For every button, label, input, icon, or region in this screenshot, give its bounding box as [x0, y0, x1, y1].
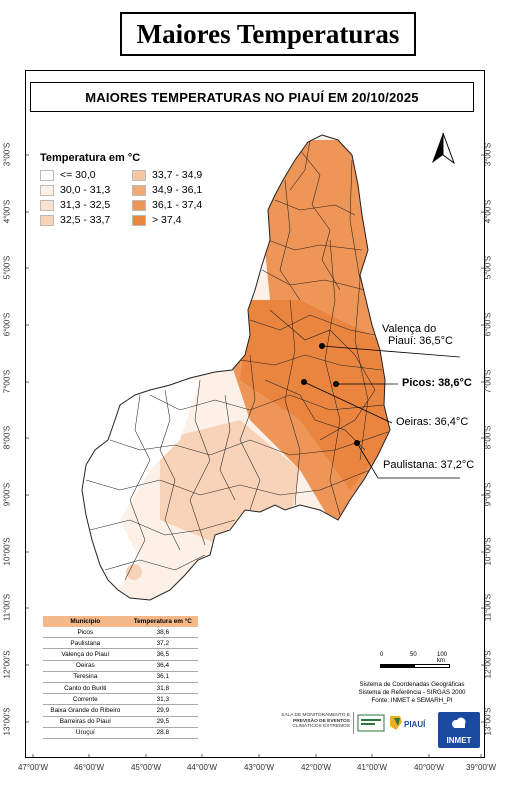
scale-label-50: 50	[410, 652, 417, 658]
legend-item: > 37,4	[132, 214, 242, 226]
piaui-logo: PIAUÍ	[388, 712, 434, 734]
legend-label: 36,1 - 37,4	[152, 199, 203, 211]
sala-line-3: CLIMÁTICOS EXTREMOS	[292, 724, 350, 730]
longitude-label: 44°00'W	[186, 763, 218, 772]
credit-line-1: Sistema de Coordenadas Geográficas	[359, 681, 465, 688]
legend-label: <= 30,0	[60, 169, 96, 181]
north-arrow-icon	[432, 132, 456, 165]
legend-swatch	[40, 184, 54, 196]
longitude-label: 47°00'W	[17, 763, 49, 772]
map-credits: Sistema de Coordenadas Geográficas Siste…	[342, 681, 482, 705]
table-row: Baixa Grande do Ribeiro 29,9	[43, 704, 198, 717]
callout-valenca-line2: Piauí: 36,5°C	[388, 335, 453, 347]
legend-swatch	[40, 169, 54, 181]
scale-label-100: 100 km	[437, 652, 448, 664]
longitude-label: 42°00'W	[300, 763, 332, 772]
table-cell-municipio: Paulistana	[43, 637, 128, 650]
legend-swatch	[132, 184, 146, 196]
inmet-logo-text: INMET	[446, 736, 472, 745]
table-row: Barreiras do Piauí 29,5	[43, 716, 198, 728]
table-cell-municipio: Uruçuí	[43, 727, 128, 739]
inmet-logo: INMET	[438, 712, 480, 748]
legend-item: <= 30,0	[40, 169, 132, 181]
table-row: Valença do Piauí 36,5	[43, 648, 198, 661]
legend-label: 30,0 - 31,3	[60, 184, 111, 196]
table-cell-municipio: Valença do Piauí	[43, 648, 128, 661]
logo-separator	[353, 712, 354, 734]
cloud-icon	[452, 717, 466, 728]
table-header-temperatura: Temperatura em °C	[127, 616, 198, 627]
callout-valenca: Valença do Piauí: 36,5°C	[382, 323, 453, 347]
table-cell-temperatura: 31,3	[127, 693, 198, 706]
table-cell-temperatura: 36,1	[127, 671, 198, 683]
table-cell-temperatura: 29,9	[127, 704, 198, 717]
legend-item: 36,1 - 37,4	[132, 199, 242, 211]
table-cell-municipio: Teresina	[43, 671, 128, 683]
table-cell-temperatura: 37,2	[127, 637, 198, 650]
legend-item: 31,3 - 32,5	[40, 199, 132, 211]
credit-line-3: Fonte: INMET e SEMARH_PI	[371, 697, 453, 704]
credit-line-2: Sistema de Referência - SIRGAS 2000	[358, 689, 466, 696]
table-cell-municipio: Corrente	[43, 693, 128, 706]
table-cell-temperatura: 31,8	[127, 682, 198, 695]
sala-line-2: PREVISÃO DE EVENTOS	[293, 718, 350, 724]
longitude-label: 46°00'W	[73, 763, 105, 772]
piaui-logo-text: PIAUÍ	[404, 720, 426, 729]
legend-swatch	[40, 199, 54, 211]
table-cell-temperatura: 36,5	[127, 648, 198, 661]
longitude-label: 41°00'W	[356, 763, 388, 772]
longitude-label: 39°00'W	[465, 763, 497, 772]
scale-label-0: 0	[380, 652, 384, 658]
legend-label: > 37,4	[152, 214, 182, 226]
temperature-table: Município Temperatura em °C Picos 38,6 Pau…	[43, 616, 198, 739]
table-cell-temperatura: 29,5	[127, 716, 198, 728]
table-row: Uruçuí 28,8	[43, 727, 198, 739]
callout-oeiras: Oeiras: 36,4°C	[396, 416, 469, 428]
table-cell-temperatura: 28,8	[127, 727, 198, 739]
legend-label: 32,5 - 33,7	[60, 214, 111, 226]
table-row: Oeiras 36,4	[43, 660, 198, 672]
legend-item: 32,5 - 33,7	[40, 214, 132, 226]
legend-swatch	[132, 169, 146, 181]
piaui-flag-icon	[390, 716, 402, 730]
government-seal-icon	[357, 714, 385, 732]
table-header-municipio: Município	[43, 616, 128, 627]
table-row: Paulistana 37,2	[43, 637, 198, 650]
map-title: MAIORES TEMPERATURAS NO PIAUÍ EM 20/10/2…	[30, 82, 474, 112]
table-cell-municipio: Canto do Buriti	[43, 682, 128, 695]
legend-item: 34,9 - 36,1	[132, 184, 242, 196]
legend-title: Temperatura em °C	[40, 152, 141, 164]
legend-label: 33,7 - 34,9	[152, 169, 203, 181]
legend: Temperatura em °C <= 30,0 33,7 - 34,9 30,0…	[40, 152, 242, 226]
callout-paulistana: Paulistana: 37,2°C	[383, 459, 475, 471]
table-row: Corrente 31,3	[43, 693, 198, 706]
legend-item: 33,7 - 34,9	[132, 169, 242, 181]
callout-picos: Picos: 38,6°C	[402, 377, 472, 389]
table-cell-temperatura: 36,4	[127, 660, 198, 672]
legend-label: 31,3 - 32,5	[60, 199, 111, 211]
callout-valenca-line1: Valença do	[382, 323, 437, 335]
table-row: Picos 38,6	[43, 627, 198, 639]
legend-item: 30,0 - 31,3	[40, 184, 132, 196]
longitude-label: 45°00'W	[130, 763, 162, 772]
sala-line-1: SALA DE MONITORAMENTO E	[281, 713, 350, 718]
page-title: Maiores Temperaturas	[120, 12, 416, 56]
sala-monitoramento-logo: SALA DE MONITORAMENTO E PREVISÃO DE EVEN…	[272, 713, 350, 730]
table-cell-temperatura: 38,6	[127, 627, 198, 639]
legend-swatch	[132, 214, 146, 226]
map-frame	[25, 70, 485, 758]
table-row: Canto do Buriti 31,8	[43, 682, 198, 695]
table-cell-municipio: Picos	[43, 627, 128, 639]
table-row: Teresina 36,1	[43, 671, 198, 683]
legend-swatch	[132, 199, 146, 211]
table-cell-municipio: Barreiras do Piauí	[43, 716, 128, 728]
longitude-label: 40°00'W	[413, 763, 445, 772]
longitude-label: 43°00'W	[243, 763, 275, 772]
table-cell-municipio: Baixa Grande do Ribeiro	[43, 704, 128, 717]
legend-label: 34,9 - 36,1	[152, 184, 203, 196]
scale-bar: 0 50 100 km	[380, 652, 450, 668]
table-cell-municipio: Oeiras	[43, 660, 128, 672]
legend-swatch	[40, 214, 54, 226]
